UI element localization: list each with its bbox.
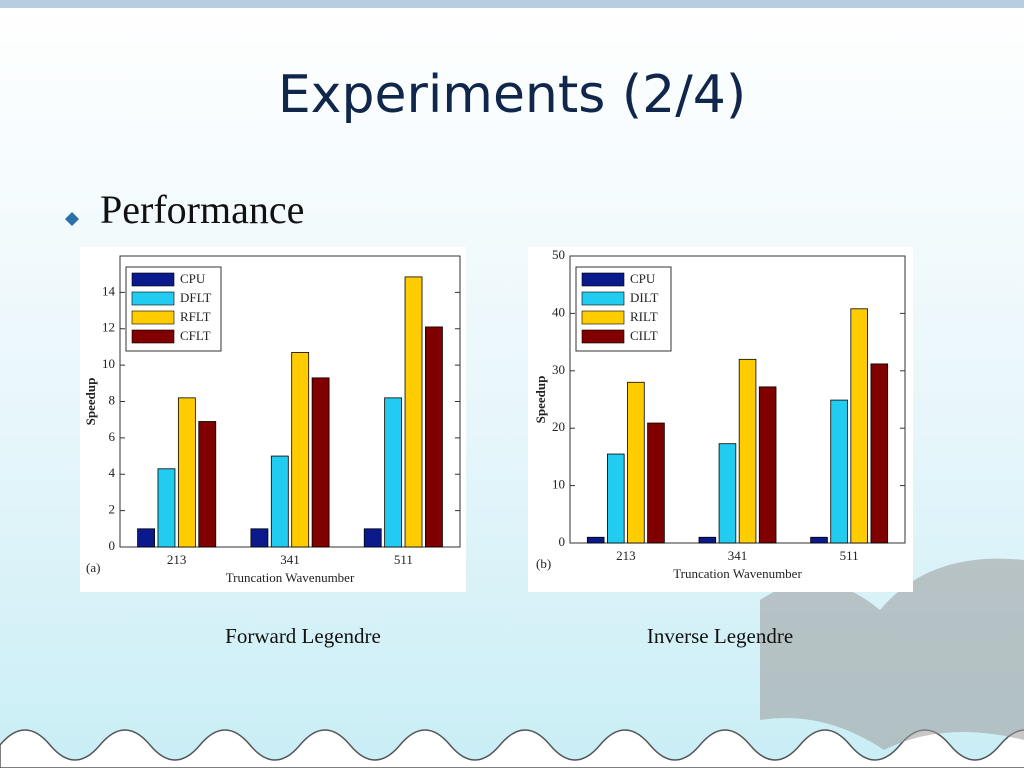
bar xyxy=(718,443,737,544)
bar xyxy=(384,397,403,548)
bar xyxy=(698,536,717,544)
panel-label: (b) xyxy=(536,556,551,571)
bar xyxy=(404,276,423,548)
bar xyxy=(647,422,665,544)
top-band xyxy=(0,0,1024,8)
legend-swatch xyxy=(131,272,175,287)
legend-label: CPU xyxy=(630,271,656,286)
bar xyxy=(586,536,605,544)
plot-frame xyxy=(569,255,906,544)
y-tick-label: 50 xyxy=(552,247,565,262)
legend-label: RILT xyxy=(630,309,658,324)
wave-border xyxy=(0,729,1024,768)
legend-label: CFLT xyxy=(180,328,211,343)
bar xyxy=(810,536,828,544)
x-tick-label: 213 xyxy=(616,548,636,563)
caption: Inverse Legendre xyxy=(647,624,793,648)
bar xyxy=(425,326,443,548)
y-tick-label: 12 xyxy=(102,320,115,335)
y-tick-label: 0 xyxy=(559,534,566,549)
legend-swatch xyxy=(581,329,625,344)
caption: Forward Legendre xyxy=(225,624,381,648)
x-tick-label: 511 xyxy=(394,552,413,567)
bar xyxy=(291,351,310,548)
bar xyxy=(250,528,269,548)
y-tick-label: 10 xyxy=(552,477,565,492)
bar xyxy=(137,528,155,548)
y-tick-label: 8 xyxy=(109,392,116,407)
legend-label: RFLT xyxy=(180,309,211,324)
x-tick-label: 511 xyxy=(840,548,859,563)
bar xyxy=(758,386,777,544)
legend-swatch xyxy=(581,291,625,306)
bar xyxy=(850,308,868,544)
y-tick-label: 30 xyxy=(552,362,565,377)
y-tick-label: 6 xyxy=(109,429,116,444)
x-axis-label: Truncation Wavenumber xyxy=(673,566,802,581)
y-tick-label: 14 xyxy=(102,283,116,298)
bar xyxy=(738,358,757,544)
legend-swatch xyxy=(131,329,175,344)
bar xyxy=(270,455,289,548)
y-tick-label: 20 xyxy=(552,419,565,434)
x-tick-label: 213 xyxy=(167,552,187,567)
legend-label: DILT xyxy=(630,290,658,305)
legend-swatch xyxy=(581,272,625,287)
legend-label: CPU xyxy=(180,271,206,286)
panel-label: (a) xyxy=(86,560,100,575)
x-tick-label: 341 xyxy=(728,548,748,563)
bullet-text: Performance xyxy=(100,187,304,232)
bar xyxy=(830,399,848,544)
bar xyxy=(363,528,382,548)
y-tick-label: 4 xyxy=(109,465,116,480)
y-axis-label: Speedup xyxy=(83,378,98,426)
y-tick-label: 40 xyxy=(552,304,565,319)
y-tick-label: 0 xyxy=(109,538,116,553)
bar xyxy=(157,468,176,548)
y-tick-label: 2 xyxy=(109,502,116,517)
dragon-decoration xyxy=(760,558,1024,750)
y-axis-label: Speedup xyxy=(533,376,548,424)
slide-title: Experiments (2/4) xyxy=(278,65,746,125)
x-tick-label: 341 xyxy=(280,552,300,567)
x-axis-label: Truncation Wavenumber xyxy=(226,570,355,585)
legend-swatch xyxy=(131,310,175,325)
bar xyxy=(870,363,889,544)
legend-label: DFLT xyxy=(180,290,211,305)
bar xyxy=(627,381,645,544)
bar xyxy=(177,397,196,548)
bar xyxy=(198,421,217,548)
bar xyxy=(311,377,330,548)
y-tick-label: 10 xyxy=(102,356,115,371)
legend-swatch xyxy=(131,291,175,306)
bullet-icon xyxy=(65,212,79,226)
legend-swatch xyxy=(581,310,625,325)
bar xyxy=(607,453,625,544)
legend-label: CILT xyxy=(630,328,658,343)
